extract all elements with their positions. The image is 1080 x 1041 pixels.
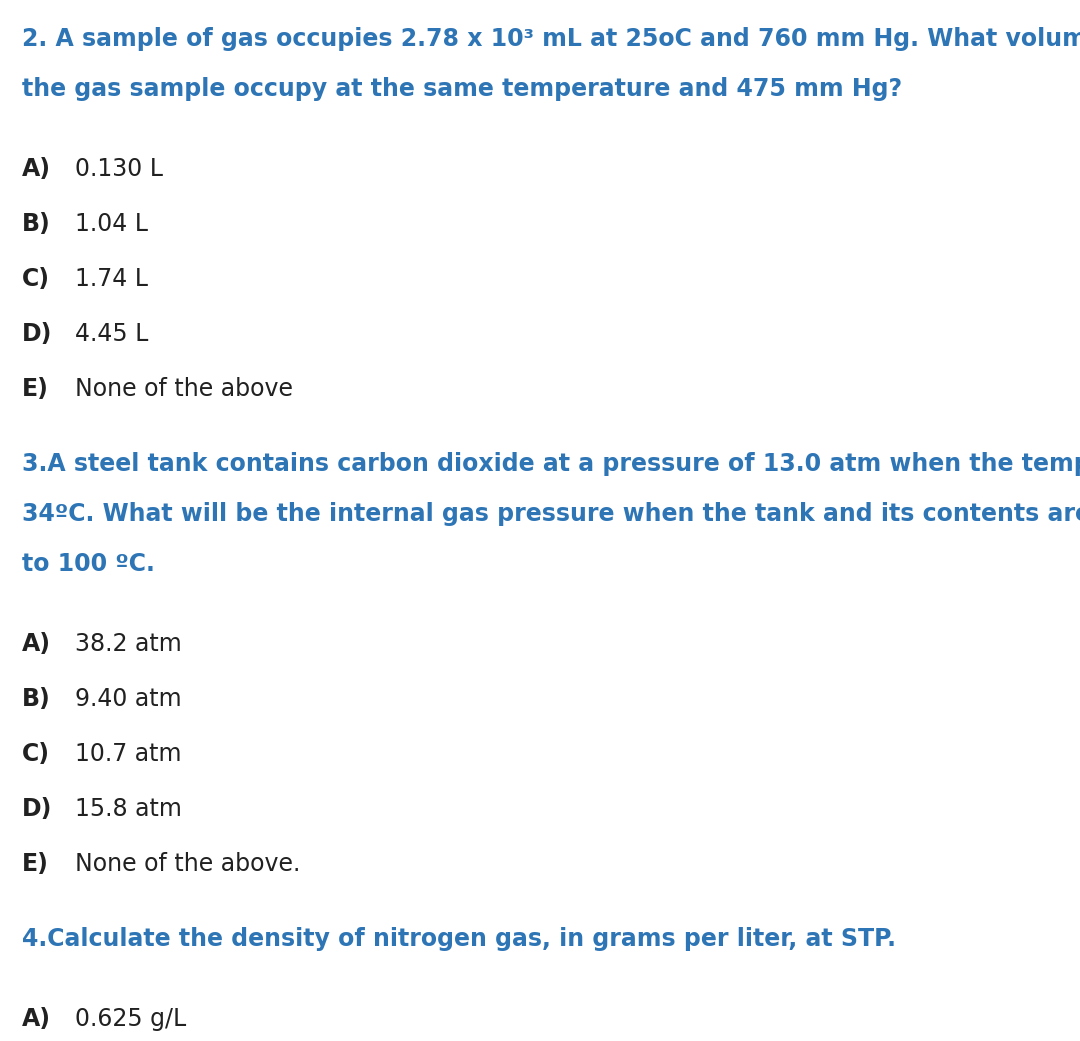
Text: 0.130 L: 0.130 L (75, 157, 163, 181)
Text: to 100 ºC.: to 100 ºC. (22, 552, 154, 576)
Text: E): E) (22, 377, 49, 401)
Text: 1.74 L: 1.74 L (75, 266, 148, 291)
Text: 4.Calculate the density of nitrogen gas, in grams per liter, at STP.: 4.Calculate the density of nitrogen gas,… (22, 926, 896, 951)
Text: 4.45 L: 4.45 L (75, 322, 148, 346)
Text: None of the above: None of the above (75, 377, 293, 401)
Text: 2. A sample of gas occupies 2.78 x 10³ mL at 25oC and 760 mm Hg. What volume wil: 2. A sample of gas occupies 2.78 x 10³ m… (22, 27, 1080, 51)
Text: 38.2 atm: 38.2 atm (75, 632, 181, 656)
Text: A): A) (22, 632, 51, 656)
Text: 1.04 L: 1.04 L (75, 212, 148, 236)
Text: D): D) (22, 797, 52, 821)
Text: A): A) (22, 1007, 51, 1031)
Text: 15.8 atm: 15.8 atm (75, 797, 181, 821)
Text: D): D) (22, 322, 52, 346)
Text: 0.625 g/L: 0.625 g/L (75, 1007, 186, 1031)
Text: 3.A steel tank contains carbon dioxide at a pressure of 13.0 atm when the temper: 3.A steel tank contains carbon dioxide a… (22, 452, 1080, 476)
Text: C): C) (22, 266, 50, 291)
Text: 34ºC. What will be the internal gas pressure when the tank and its contents are : 34ºC. What will be the internal gas pres… (22, 502, 1080, 526)
Text: the gas sample occupy at the same temperature and 475 mm Hg?: the gas sample occupy at the same temper… (22, 77, 902, 101)
Text: C): C) (22, 742, 50, 766)
Text: None of the above.: None of the above. (75, 852, 300, 875)
Text: B): B) (22, 212, 51, 236)
Text: E): E) (22, 852, 49, 875)
Text: A): A) (22, 157, 51, 181)
Text: 9.40 atm: 9.40 atm (75, 687, 181, 711)
Text: B): B) (22, 687, 51, 711)
Text: 10.7 atm: 10.7 atm (75, 742, 181, 766)
